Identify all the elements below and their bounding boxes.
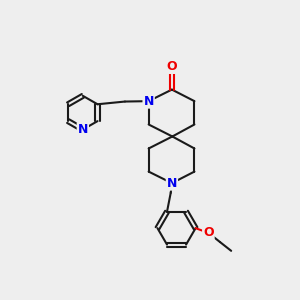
Text: N: N <box>167 177 177 190</box>
Text: O: O <box>167 60 177 73</box>
Text: N: N <box>78 123 88 136</box>
Text: O: O <box>203 226 214 239</box>
Text: N: N <box>143 94 154 108</box>
